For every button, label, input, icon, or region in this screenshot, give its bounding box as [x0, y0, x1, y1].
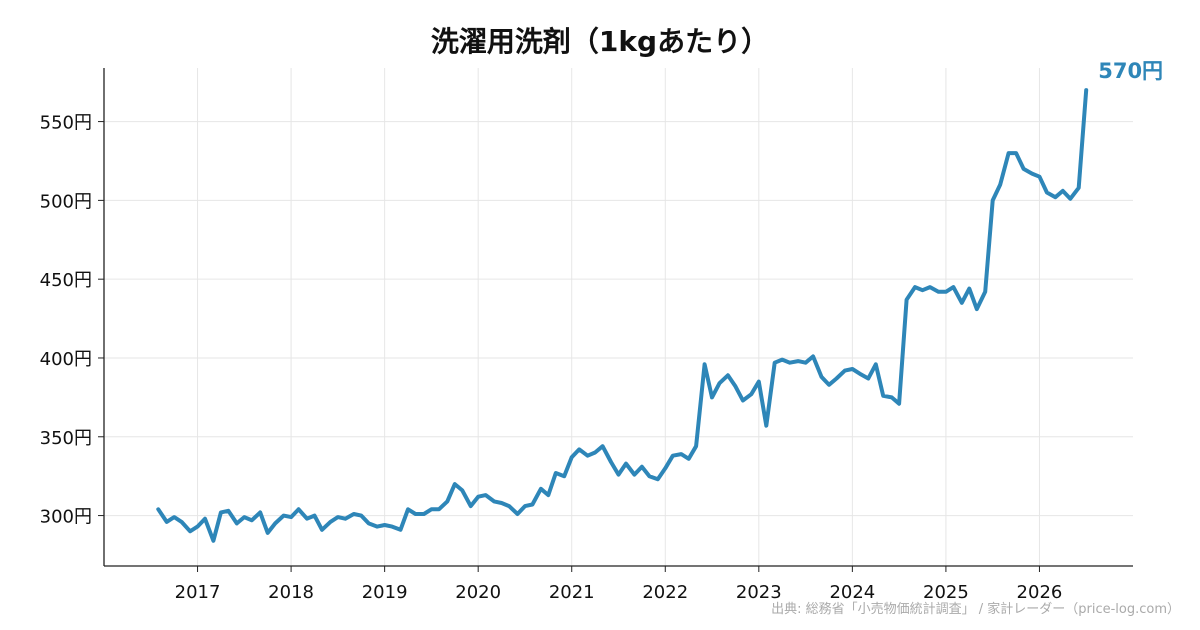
y-tick-label: 350円: [40, 428, 92, 449]
y-tick-label: 400円: [40, 349, 92, 370]
x-tick-label: 2020: [455, 582, 501, 603]
series-line: [156, 88, 1089, 543]
y-tick-label: 500円: [40, 191, 92, 212]
chart-title: 洗濯用洗剤（1kgあたり）: [430, 25, 770, 58]
y-axis-ticks: 300円 350円 400円 450円 500円 550円: [40, 113, 104, 528]
x-tick-label: 2018: [268, 582, 314, 603]
x-tick-label: 2022: [642, 582, 688, 603]
last-value-label: 570円: [1098, 59, 1163, 83]
x-tick-label: 2017: [175, 582, 221, 603]
x-tick-label: 2026: [1017, 582, 1063, 603]
x-tick-label: 2023: [736, 582, 782, 603]
x-tick-label: 2019: [362, 582, 408, 603]
axes: [103, 68, 1133, 567]
source-credit: 出典: 総務省「小売物価統計調査」 / 家計レーダー（price-log.com…: [771, 602, 1180, 617]
x-axis-ticks: 2017 2018 2019 2020 2021 2022 2023 2024 2025 2026: [175, 566, 1063, 603]
x-tick-label: 2021: [549, 582, 595, 603]
series-group: 570円: [156, 59, 1163, 543]
y-tick-label: 550円: [40, 113, 92, 134]
y-tick-label: 300円: [40, 507, 92, 528]
x-tick-label: 2025: [923, 582, 969, 603]
y-tick-label: 450円: [40, 270, 92, 291]
grid-lines: [104, 68, 1133, 566]
x-tick-label: 2024: [829, 582, 875, 603]
